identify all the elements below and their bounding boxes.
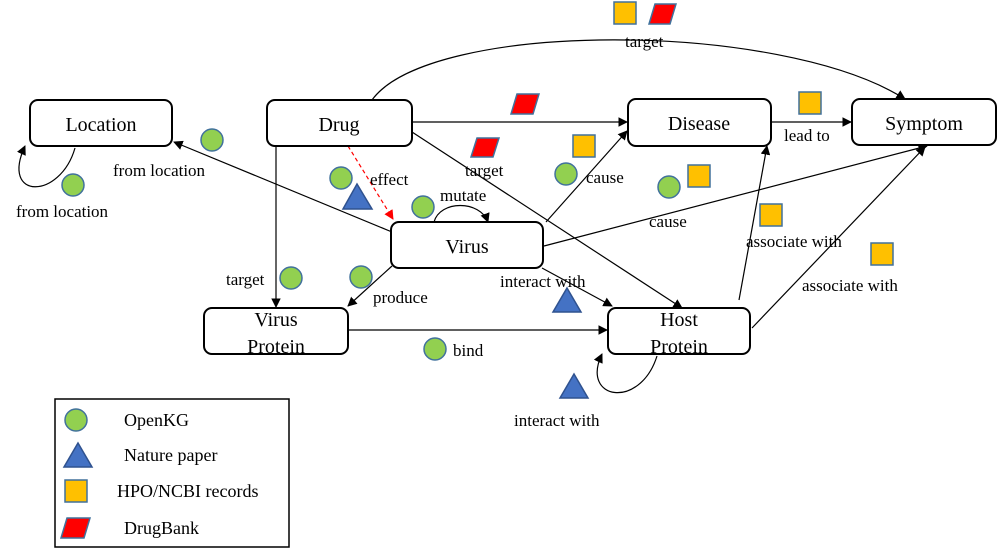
node-virus-protein[interactable]: Virus Protein [203,307,349,358]
legend-drugbank-parallelogram-icon [59,517,92,539]
openkg-circle-icon [657,175,681,199]
legend-hpo-ncbi-label: HPO/NCBI records [117,481,259,501]
node-symptom-label: Symptom [885,113,963,135]
label-hostprotein-disease-associate: associate with [746,232,842,251]
legend-nature-paper-triangle-icon [62,441,94,468]
label-disease-symptom-leadto: lead to [784,126,830,145]
drugbank-parallelogram-icon [647,3,678,25]
edge-virus-symptom [543,143,928,247]
hpo-ncbi-square-icon [798,91,822,115]
label-drug-symptom-target: target [625,32,664,51]
hpo-ncbi-square-icon [759,203,783,227]
edge-virus-disease [545,130,628,223]
hpo-ncbi-square-icon [613,1,637,25]
legend-nature-paper-label: Nature paper [124,445,217,465]
label-hostprotein-symptom-associate: associate with [802,276,898,295]
label-virusprotein-hostprotein-bind: bind [453,341,484,360]
openkg-circle-icon [349,265,373,289]
edge-virus-location [173,140,393,233]
node-symptom[interactable]: Symptom [851,98,997,146]
edge-drug-symptom [371,39,906,101]
node-host-protein[interactable]: Host Protein [607,307,751,358]
label-virus-mutate: mutate [440,186,486,205]
node-virus-protein-label-1: Virus [254,309,297,331]
node-location[interactable]: Location [29,99,173,147]
label-virus-virusprotein-produce: produce [373,288,428,307]
openkg-circle-icon [423,337,447,361]
edge-virus-hostprotein [541,267,613,307]
edge-drug-virus-effect [347,145,394,220]
hpo-ncbi-square-icon [870,242,894,266]
label-drug-virus-effect: effect [370,170,409,189]
node-virus-protein-label-2: Protein [247,336,305,358]
node-drug-label: Drug [318,114,359,136]
label-virus-location-from: from location [113,161,206,180]
edge-hostprotein-symptom [751,146,926,329]
edge-location-self-loop [17,145,76,188]
label-drug-hostprotein-target: target [465,161,504,180]
label-hostprotein-self-interact: interact with [514,411,600,430]
openkg-circle-icon [329,166,353,190]
legend-openkg-label: OpenKG [124,410,189,430]
node-host-protein-label-2: Protein [650,336,708,358]
label-virus-disease-cause: cause [586,168,624,187]
drugbank-parallelogram-icon [509,93,541,115]
openkg-circle-icon [61,173,85,197]
edge-virus-virusprotein [347,265,393,307]
label-virus-symptom-cause: cause [649,212,687,231]
legend: OpenKG Nature paper HPO/NCBI records Dru… [54,398,290,548]
edge-hostprotein-disease [738,145,771,301]
node-virus-label: Virus [445,236,488,258]
legend-hpo-ncbi-square-icon [64,479,88,503]
node-drug[interactable]: Drug [266,99,413,147]
openkg-circle-icon [279,266,303,290]
edge-virus-mutate-loop [433,204,490,223]
edge-hostprotein-self-loop [593,353,658,394]
legend-openkg-circle-icon [64,408,88,432]
nature-paper-triangle-icon [558,372,590,399]
node-virus[interactable]: Virus [390,221,544,269]
nature-paper-triangle-icon [341,182,374,210]
node-host-protein-label-1: Host [660,309,698,331]
hpo-ncbi-square-icon [572,134,596,158]
hpo-ncbi-square-icon [687,164,711,188]
node-location-label: Location [65,114,136,136]
label-location-self-from: from location [16,202,109,221]
legend-drugbank-label: DrugBank [124,518,199,538]
drugbank-parallelogram-icon [469,137,501,158]
openkg-circle-icon [200,128,224,152]
openkg-circle-icon [554,162,578,186]
node-disease-label: Disease [668,113,730,135]
node-disease[interactable]: Disease [627,98,772,147]
label-drug-virusprotein-target: target [226,270,265,289]
openkg-circle-icon [411,195,435,219]
label-virus-hostprotein-interact: interact with [500,272,586,291]
nature-paper-triangle-icon [551,286,583,313]
